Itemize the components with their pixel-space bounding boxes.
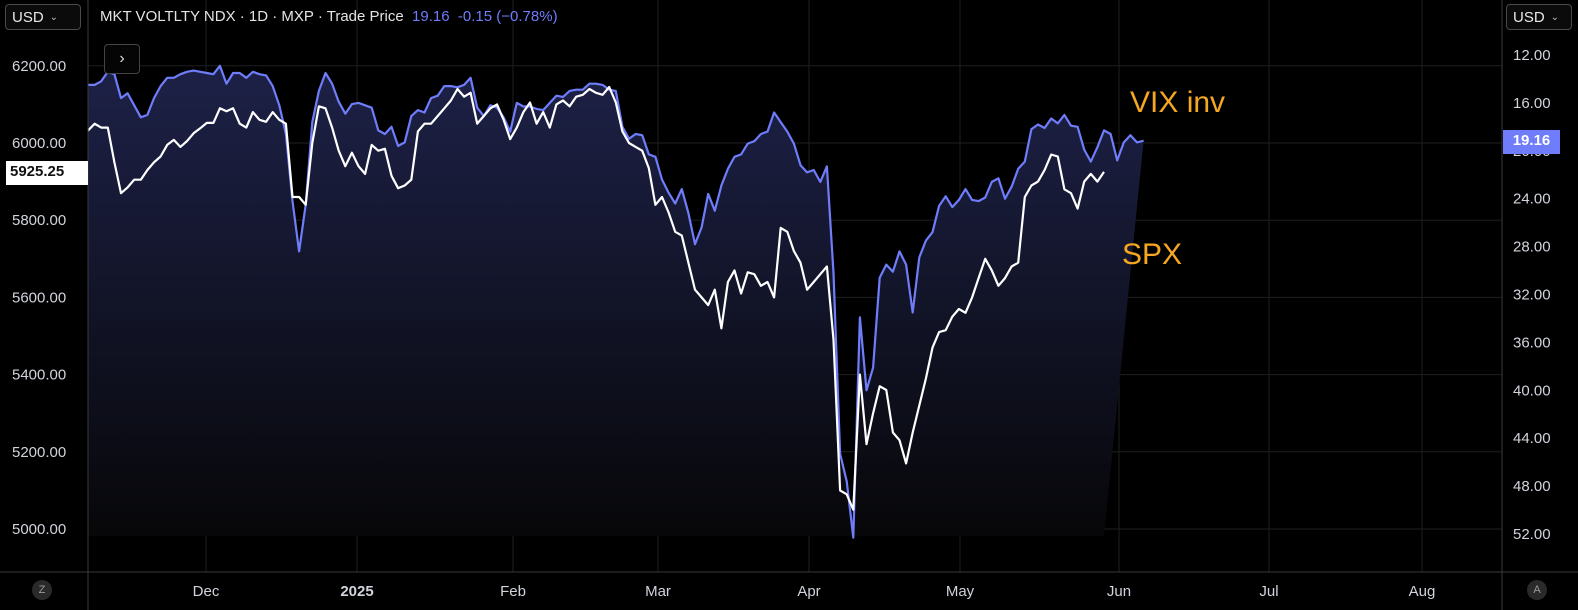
spx-series-line[interactable] [87,85,1105,511]
legend-symbol: MKT VOLTLTY NDX · 1D · MXP · Trade Price [100,8,404,25]
currency-select-right[interactable]: USD ⌄ [1506,4,1572,30]
left-axis-tick-label: 6000.00 [12,135,66,152]
collapse-legend-button[interactable]: › [104,44,140,74]
left-axis-tick-label: 6200.00 [12,58,66,75]
right-axis-tick-label: 12.00 [1513,47,1551,64]
auto-scale-button[interactable]: A [1527,580,1547,600]
left-axis-tick-label: 5800.00 [12,212,66,229]
spx-annotation: SPX [1122,238,1183,271]
right-axis-tick-label: 32.00 [1513,287,1551,304]
time-axis-tick-label: Dec [193,583,220,600]
right-axis-tick-label: 48.00 [1513,478,1551,495]
right-price-axis[interactable]: 12.0016.0020.0024.0028.0032.0036.0040.00… [1513,47,1551,543]
time-axis-tick-label: Feb [500,583,526,600]
time-axis-tick-label: 2025 [340,583,373,600]
time-axis-tick-label: Mar [645,583,671,600]
vix-annotation: VIX inv [1130,86,1226,119]
currency-label: USD [12,8,44,26]
series-legend[interactable]: MKT VOLTLTY NDX · 1D · MXP · Trade Price… [100,8,558,25]
right-axis-tick-label: 44.00 [1513,430,1551,447]
chevron-right-icon: › [119,50,125,67]
left-axis-tick-label: 5200.00 [12,444,66,461]
legend-change: -0.15 (−0.78%) [457,8,558,25]
left-axis-tick-label: 5400.00 [12,367,66,384]
time-axis-tick-label: May [946,583,975,600]
left-price-axis[interactable]: 6200.00 6000.00 5800.00 5600.00 5400.00 5200.… [12,58,66,538]
time-axis-tick-label: Jul [1259,583,1278,600]
currency-select-left[interactable]: USD ⌄ [5,4,81,30]
legend-last-value: 19.16 [412,8,450,25]
left-axis-tick-label: 5600.00 [12,289,66,306]
time-axis-tick-label: Jun [1107,583,1131,600]
corner-label: Z [38,584,46,596]
time-axis-tick-label: Apr [797,583,820,600]
corner-label: A [1533,584,1541,596]
chevron-down-icon: ⌄ [49,11,59,23]
right-axis-tick-label: 24.00 [1513,191,1551,208]
currency-label: USD [1513,8,1545,26]
zoom-toggle-button[interactable]: Z [32,580,52,600]
time-axis-tick-label: Aug [1409,583,1436,600]
time-axis[interactable]: Dec 2025 Feb Mar Apr May Jun Jul Aug [193,583,1436,600]
spx-last-price-tag: 5925.25 [6,161,88,185]
right-axis-tick-label: 40.00 [1513,382,1551,399]
right-axis-tick-label: 36.00 [1513,334,1551,351]
vix-area-fill [88,65,1144,538]
left-axis-tick-label: 5000.00 [12,521,66,538]
vix-last-price-tag: 19.16 [1503,130,1560,154]
right-axis-tick-label: 52.00 [1513,526,1551,543]
right-axis-tick-label: 28.00 [1513,239,1551,256]
vix-series-line[interactable] [88,64,1144,539]
chevron-down-icon: ⌄ [1550,11,1560,23]
right-axis-tick-label: 16.00 [1513,95,1551,112]
